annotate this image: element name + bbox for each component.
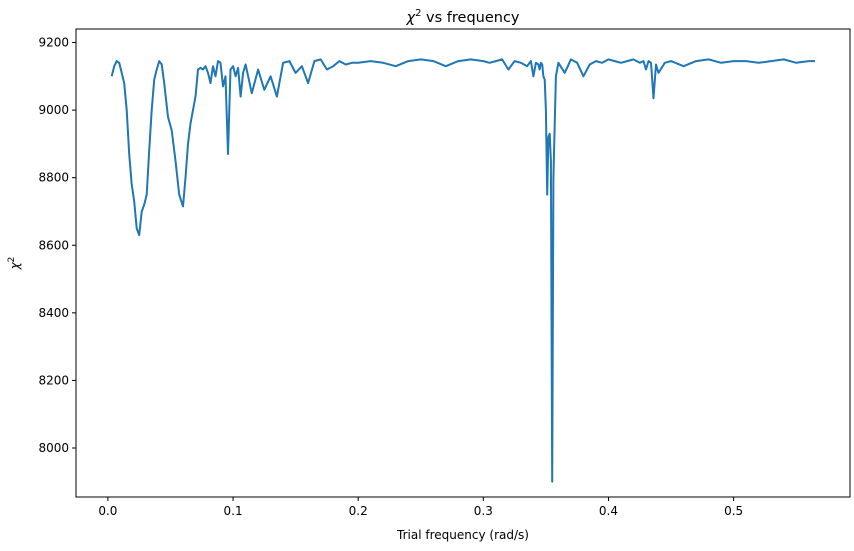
x-tick-label: 0.1: [224, 504, 243, 518]
x-tick-label: 0.0: [98, 504, 117, 518]
y-tick-label: 9000: [38, 103, 69, 117]
x-axis-label: Trial frequency (rad/s): [396, 528, 529, 542]
y-tick-label: 8800: [38, 171, 69, 185]
series-line-chi2: [110, 58, 815, 483]
y-tick-label: 8400: [38, 306, 69, 320]
series-layer: [110, 58, 815, 483]
y-tick-label: 9200: [38, 36, 69, 50]
x-tick-label: 0.4: [599, 504, 618, 518]
x-tick-label: 0.5: [724, 504, 743, 518]
y-axis-label: χ2: [7, 257, 22, 271]
plot-area: [76, 29, 850, 497]
axes-frame: [75, 28, 851, 498]
y-axis-label-group: χ2: [7, 257, 22, 271]
y-tick-label: 8000: [38, 441, 69, 455]
y-tick-label: 8600: [38, 238, 69, 252]
y-tick-label: 8200: [38, 373, 69, 387]
chart-title: χ2 vs frequency: [405, 8, 519, 26]
x-tick-label: 0.2: [349, 504, 368, 518]
ticks: 0.0 0.1 0.2 0.3 0.4 0.5 8000 8200 8400 8600 8800 90…: [38, 36, 743, 518]
x-tick-label: 0.3: [474, 504, 493, 518]
